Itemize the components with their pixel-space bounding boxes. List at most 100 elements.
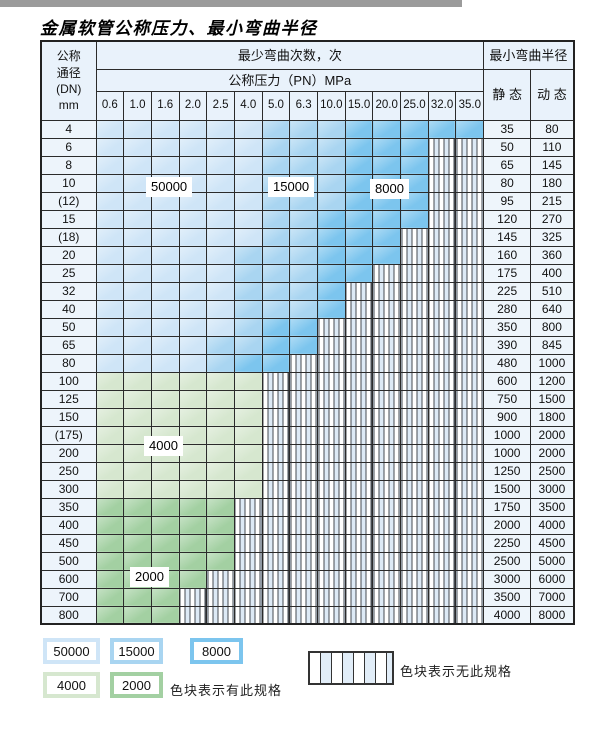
spec-cell-50000 xyxy=(206,119,235,139)
spec-cell-4000 xyxy=(95,479,125,499)
dn-cell: 32 xyxy=(40,281,97,301)
no-spec-cell xyxy=(344,317,374,337)
spec-cell-2000 xyxy=(123,605,152,625)
dynamic-radius-cell: 800 xyxy=(530,317,575,337)
spec-cell-50000 xyxy=(178,353,208,373)
spec-cell-15000 xyxy=(289,227,318,247)
no-spec-cell xyxy=(372,353,402,373)
spec-cell-8000 xyxy=(233,353,263,373)
no-spec-cell xyxy=(344,407,374,427)
spec-cell-8000 xyxy=(372,209,402,229)
spec-cell-2000 xyxy=(95,533,125,553)
no-spec-cell xyxy=(400,227,429,247)
no-spec-cell xyxy=(455,533,485,553)
no-spec-cell xyxy=(372,605,402,625)
dn-cell: 700 xyxy=(40,587,97,607)
no-spec-cell xyxy=(427,353,457,373)
dynamic-radius-cell: 2500 xyxy=(530,461,575,481)
spec-cell-8000 xyxy=(372,155,402,175)
static-radius-cell: 480 xyxy=(483,353,532,373)
spec-cell-4000 xyxy=(150,479,180,499)
no-spec-cell xyxy=(455,479,485,499)
dn-cell: (12) xyxy=(40,191,97,211)
no-spec-cell xyxy=(427,605,457,625)
no-spec-cell xyxy=(427,137,457,157)
no-spec-cell xyxy=(427,443,457,463)
spec-cell-50000 xyxy=(95,281,125,301)
dynamic-radius-cell: 845 xyxy=(530,335,575,355)
spec-cell-8000 xyxy=(317,299,346,319)
spec-cell-50000 xyxy=(178,155,208,175)
no-spec-cell xyxy=(344,569,374,589)
spec-cell-2000 xyxy=(123,587,152,607)
spec-cell-50000 xyxy=(150,299,180,319)
spec-cell-50000 xyxy=(150,317,180,337)
spec-cell-2000 xyxy=(178,569,208,589)
no-spec-cell xyxy=(372,461,402,481)
spec-cell-15000 xyxy=(289,281,318,301)
no-spec-cell xyxy=(455,443,485,463)
spec-cell-50000 xyxy=(123,281,152,301)
spec-cell-4000 xyxy=(95,407,125,427)
spec-cell-4000 xyxy=(95,461,125,481)
no-spec-cell xyxy=(289,353,318,373)
table-row: 350 1750 3500 xyxy=(40,497,575,517)
spec-cell-8000 xyxy=(289,335,318,355)
dn-cell: 400 xyxy=(40,515,97,535)
dynamic-radius-cell: 510 xyxy=(530,281,575,301)
spec-cell-2000 xyxy=(178,497,208,517)
static-radius-cell: 900 xyxy=(483,407,532,427)
spec-cell-4000 xyxy=(123,479,152,499)
spec-cell-4000 xyxy=(150,407,180,427)
spec-cell-4000 xyxy=(178,461,208,481)
dn-header-line: (DN) xyxy=(56,81,82,96)
spec-cell-50000 xyxy=(206,227,235,247)
no-spec-cell xyxy=(261,605,291,625)
spec-cell-50000 xyxy=(150,245,180,265)
spec-cell-50000 xyxy=(150,209,180,229)
table-header: 公称 通径 (DN) mm 最少弯曲次数，次 最小弯曲半径 公称压力（PN）MP… xyxy=(40,40,575,121)
no-spec-cell xyxy=(289,389,318,409)
dynamic-radius-cell: 1500 xyxy=(530,389,575,409)
table-row: 40 280 640 xyxy=(40,299,575,319)
no-spec-cell xyxy=(317,551,346,571)
no-spec-cell xyxy=(455,371,485,391)
no-spec-cell xyxy=(455,497,485,517)
static-radius-cell: 3500 xyxy=(483,587,532,607)
spec-cell-4000 xyxy=(206,407,235,427)
spec-cell-4000 xyxy=(206,461,235,481)
spec-cell-15000 xyxy=(261,137,291,157)
static-radius-cell: 1750 xyxy=(483,497,532,517)
no-spec-cell xyxy=(344,479,374,499)
table-row: 800 4000 8000 xyxy=(40,605,575,625)
no-spec-cell xyxy=(372,587,402,607)
no-spec-cell xyxy=(372,497,402,517)
no-spec-cell xyxy=(400,407,429,427)
no-spec-cell xyxy=(233,569,263,589)
spec-cell-8000 xyxy=(344,119,374,139)
no-spec-hatch-swatch xyxy=(308,651,394,685)
dn-header-line: mm xyxy=(58,97,79,112)
no-spec-cell xyxy=(372,389,402,409)
spec-cell-50000 xyxy=(123,227,152,247)
legend-swatch-50000: 50000 xyxy=(43,638,100,664)
table-row: 25 175 400 xyxy=(40,263,575,283)
no-spec-cell xyxy=(344,587,374,607)
no-spec-cell xyxy=(261,587,291,607)
dynamic-radius-cell: 4000 xyxy=(530,515,575,535)
legend-swatch-label: 4000 xyxy=(47,676,96,694)
spec-cell-15000 xyxy=(317,119,346,139)
table-row: 500 2500 5000 xyxy=(40,551,575,571)
spec-cell-4000 xyxy=(178,389,208,409)
spec-cell-50000 xyxy=(206,173,235,193)
spec-cell-15000 xyxy=(233,317,263,337)
spec-cell-8000 xyxy=(317,263,346,283)
static-column-header: 静 态 xyxy=(483,68,532,121)
spec-cell-15000 xyxy=(289,245,318,265)
no-spec-cell xyxy=(455,317,485,337)
no-spec-cell xyxy=(344,425,374,445)
bend-radius-header: 最小弯曲半径 xyxy=(483,40,575,70)
spec-cell-2000 xyxy=(178,533,208,553)
spec-cell-8000 xyxy=(344,245,374,265)
no-spec-cell xyxy=(400,299,429,319)
